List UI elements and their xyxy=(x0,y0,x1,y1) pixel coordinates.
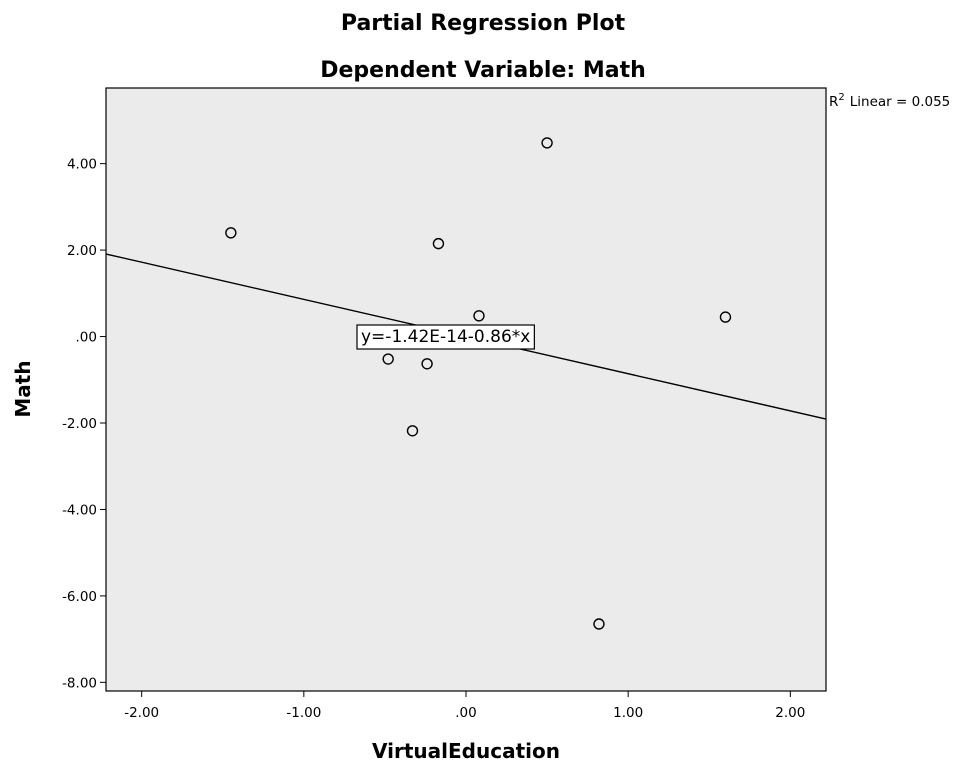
r2-label: Linear = 0.055 xyxy=(850,94,951,110)
y-axis: 4.00 2.00 .00 -2.00 -4.00 -6.00 -8.00 xyxy=(62,157,106,692)
fit-equation-label: y=-1.42E-14-0.86*x xyxy=(361,327,530,347)
x-tick-label: 2.00 xyxy=(775,705,805,721)
chart-subtitle: Dependent Variable: Math xyxy=(320,58,646,83)
plot-area xyxy=(106,88,826,691)
x-tick-label: -1.00 xyxy=(286,705,321,721)
y-axis-title: Math xyxy=(11,360,35,417)
r2-annotation: R2 Linear = 0.055 xyxy=(829,92,950,110)
x-axis-title: VirtualEducation xyxy=(372,739,560,761)
y-tick-label: -6.00 xyxy=(62,589,97,605)
y-tick-label: -8.00 xyxy=(62,675,97,691)
y-tick-label: .00 xyxy=(76,330,97,346)
x-tick-label: -2.00 xyxy=(124,705,159,721)
chart-title: Partial Regression Plot xyxy=(341,11,626,36)
x-axis: -2.00 -1.00 .00 1.00 2.00 xyxy=(124,691,805,721)
x-tick-label: 1.00 xyxy=(613,705,643,721)
r2-prefix: R xyxy=(829,94,838,110)
r2-superscript: 2 xyxy=(838,92,844,103)
y-tick-label: 4.00 xyxy=(67,157,97,173)
y-tick-label: -2.00 xyxy=(62,416,97,432)
y-tick-label: 2.00 xyxy=(67,243,97,259)
x-tick-label: .00 xyxy=(455,705,476,721)
fit-equation-box: y=-1.42E-14-0.86*x xyxy=(357,325,534,349)
y-tick-label: -4.00 xyxy=(62,502,97,518)
